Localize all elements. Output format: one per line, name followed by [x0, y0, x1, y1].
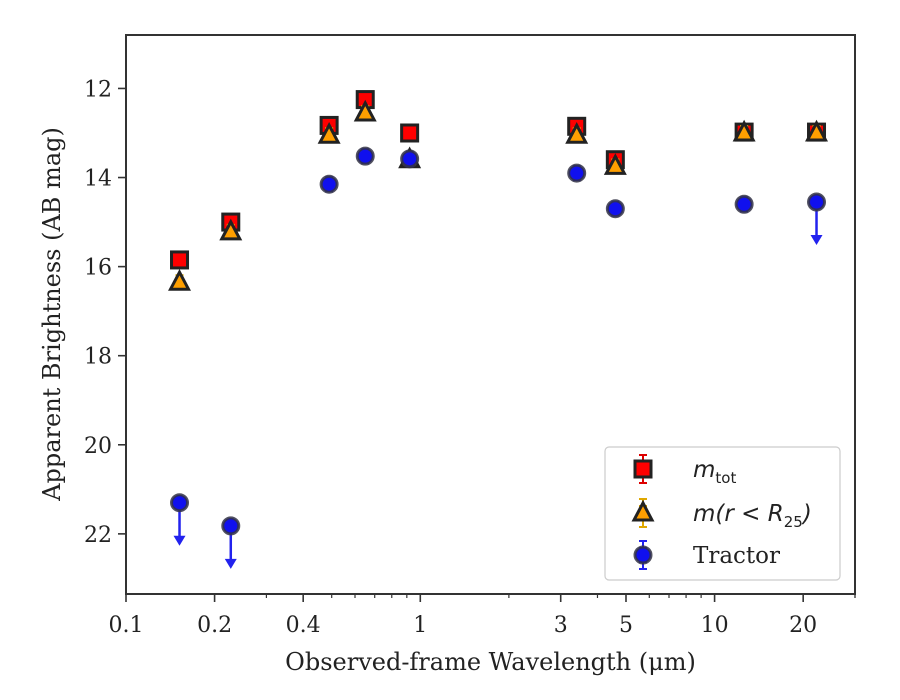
y-tick-label: 22: [84, 523, 112, 548]
y-tick-label: 20: [84, 434, 112, 459]
data-point-circle: [400, 149, 420, 169]
legend-label: Tractor: [693, 543, 780, 569]
x-axis-title: Observed-frame Wavelength (μm): [285, 648, 696, 676]
data-point-circle: [319, 174, 339, 194]
data-point-square: [170, 250, 190, 270]
upper-limit-arrowhead: [173, 535, 186, 546]
x-tick-label: 0.1: [109, 613, 144, 638]
legend-entry-triangle: m(r < R25): [631, 498, 812, 531]
data-point-triangle: [219, 218, 243, 241]
x-tick-label: 1: [413, 613, 427, 638]
data-point-triangle: [353, 99, 377, 122]
axis-ticks: 0.1 0.2 0.4 1 3 5 10 20 12 14 16 18 20 22: [84, 77, 856, 638]
data-point-square: [400, 123, 420, 143]
data-point-triangle: [732, 119, 756, 142]
data-point-circle: [567, 163, 587, 183]
data-markers: [168, 90, 829, 569]
y-axis-title: Apparent Brightness (AB mag): [38, 127, 66, 502]
legend-marker-circle: [633, 545, 653, 565]
y-tick-label: 14: [84, 167, 112, 192]
y-tick-label: 12: [84, 77, 112, 102]
data-point-circle: [170, 493, 190, 513]
data-point-circle: [734, 194, 754, 214]
data-point-triangle: [168, 269, 192, 291]
data-point-triangle: [603, 153, 627, 175]
y-tick-label: 16: [84, 256, 112, 281]
legend-label: mtot: [693, 457, 736, 487]
data-point-circle: [221, 516, 241, 536]
x-tick-label: 0.2: [197, 613, 232, 638]
legend-box: [604, 446, 841, 581]
data-point-circle: [807, 192, 827, 212]
upper-limit-arrowhead: [810, 235, 823, 246]
legend-label: m(r < R25): [693, 501, 812, 531]
legend: mtot m(r < R25) Tractor: [604, 446, 841, 581]
legend-entry-circle: Tractor: [633, 540, 780, 570]
legend-marker-triangle: [631, 499, 655, 522]
plot-frame: [125, 34, 856, 595]
x-tick-label: 5: [619, 613, 633, 638]
data-point-circle: [605, 199, 625, 219]
data-point-triangle: [805, 119, 829, 142]
x-tick-label: 10: [701, 613, 729, 638]
x-tick-label: 20: [789, 613, 817, 638]
legend-entry-square: mtot: [633, 454, 736, 487]
data-point-circle: [355, 146, 375, 166]
legend-marker-square: [633, 459, 653, 479]
x-tick-label: 0.4: [286, 613, 321, 638]
data-point-triangle: [565, 122, 589, 144]
series-circle: [170, 146, 827, 569]
data-point-triangle: [317, 122, 341, 144]
upper-limit-arrowhead: [224, 558, 237, 569]
x-tick-label: 3: [554, 613, 568, 638]
y-tick-label: 18: [84, 345, 112, 370]
